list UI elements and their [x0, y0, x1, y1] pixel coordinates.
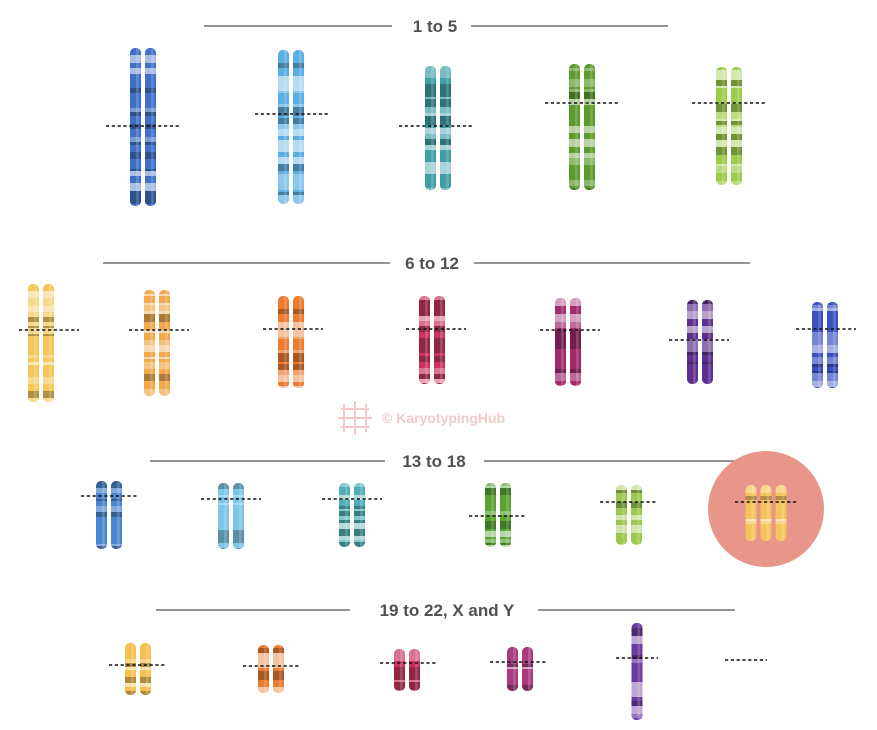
chr21-chromatid-1	[394, 649, 405, 691]
group-title-19-to-22-x-y: 19 to 22, X and Y	[380, 601, 515, 620]
chr1-pair	[130, 48, 156, 206]
chr14-chromatid-1	[218, 483, 229, 549]
chr12-chromatid-1	[812, 302, 823, 388]
chr22-chromatid-2	[522, 647, 533, 691]
chr13-pair	[96, 481, 122, 549]
chr22-pair	[507, 647, 533, 691]
chr6-pair	[28, 284, 54, 402]
chr19-pair	[125, 643, 151, 695]
chr1-chromatid-2	[145, 48, 156, 206]
chr20-chromatid-2	[273, 645, 284, 693]
chr12-chromatid-2	[827, 302, 838, 388]
chr21-chromatid-2	[409, 649, 420, 691]
chr19-chromatid-2	[140, 643, 151, 695]
chr2-chromatid-1	[278, 50, 289, 204]
chr22-chromatid-1	[507, 647, 518, 691]
chr1-chromatid-1	[130, 48, 141, 206]
chr7-pair	[144, 290, 170, 396]
chr4-chromatid-1	[569, 64, 580, 190]
chr14-chromatid-2	[233, 483, 244, 549]
chrX-pair	[631, 623, 643, 720]
group-title-1-to-5: 1 to 5	[413, 17, 457, 36]
chr15-chromatid-2	[354, 483, 365, 547]
chr11-pair	[687, 300, 713, 384]
chr18-chromatid-1	[745, 485, 757, 541]
chr5-chromatid-1	[716, 67, 727, 185]
chrX-chromatid-1	[631, 623, 643, 720]
chr20-pair	[258, 645, 284, 693]
chr16-chromatid-2	[500, 483, 511, 547]
chr10-pair	[555, 298, 581, 386]
chr21-pair	[394, 649, 420, 691]
chr3-pair	[425, 66, 451, 190]
group-rules	[103, 25, 750, 611]
chr8-pair	[278, 296, 304, 388]
chr4-pair	[569, 64, 595, 190]
chr17-pair	[616, 485, 642, 545]
chr13-chromatid-1	[96, 481, 107, 549]
karyotypinghub-logo-icon	[338, 401, 372, 435]
chr7-chromatid-1	[144, 290, 155, 396]
chr4-chromatid-2	[584, 64, 595, 190]
chr5-pair	[716, 67, 742, 185]
chr15-chromatid-1	[339, 483, 350, 547]
chr18-chromatid-2	[760, 485, 772, 541]
chr3-chromatid-2	[440, 66, 451, 190]
chr3-chromatid-1	[425, 66, 436, 190]
chr17-chromatid-2	[631, 485, 642, 545]
chr7-chromatid-2	[159, 290, 170, 396]
chr10-chromatid-1	[555, 298, 566, 386]
chr20-chromatid-1	[258, 645, 269, 693]
chr8-chromatid-2	[293, 296, 304, 388]
chr15-pair	[339, 483, 365, 547]
chr12-pair	[812, 302, 838, 388]
chr6-chromatid-1	[28, 284, 39, 402]
chr10-chromatid-2	[570, 298, 581, 386]
centromere-markers	[19, 102, 856, 667]
chromosomes-layer	[28, 48, 838, 720]
chr8-chromatid-1	[278, 296, 289, 388]
chr11-chromatid-1	[687, 300, 698, 384]
chr9-chromatid-2	[434, 296, 445, 384]
watermark-text: © KaryotypingHub	[382, 410, 505, 426]
chr2-pair	[278, 50, 304, 204]
chr9-pair	[419, 296, 445, 384]
chr16-pair	[485, 483, 511, 547]
chr5-chromatid-2	[731, 67, 742, 185]
group-title-6-to-12: 6 to 12	[405, 254, 459, 273]
watermark: © KaryotypingHub	[338, 401, 505, 435]
chr14-pair	[218, 483, 244, 549]
chr19-chromatid-1	[125, 643, 136, 695]
chr16-chromatid-1	[485, 483, 496, 547]
chr13-chromatid-2	[111, 481, 122, 549]
chr18-pair	[745, 485, 787, 541]
chr2-chromatid-2	[293, 50, 304, 204]
group-title-13-to-18: 13 to 18	[402, 452, 465, 471]
chr18-chromatid-3	[775, 485, 787, 541]
chr11-chromatid-2	[702, 300, 713, 384]
chr9-chromatid-1	[419, 296, 430, 384]
chr17-chromatid-1	[616, 485, 627, 545]
chr6-chromatid-2	[43, 284, 54, 402]
